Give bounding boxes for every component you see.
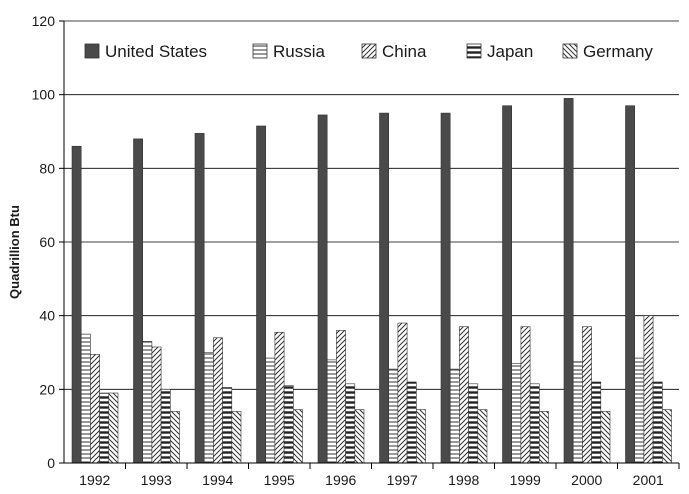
bar-china-1997: [397, 322, 408, 464]
y-tick-label: 80: [39, 160, 55, 176]
x-tick-label: 1998: [448, 472, 479, 488]
bar-japan-2000: [591, 381, 602, 464]
bar-russia-1995: [265, 357, 276, 464]
bar-united-states-1994: [194, 133, 205, 464]
x-tick-label: 2000: [571, 472, 602, 488]
y-tick-labels: 0 20 40 60 80 100 120: [32, 13, 56, 471]
bar-united-states-1997: [379, 112, 389, 464]
x-tick-labels: 1992 1993 1994 1995 1996 1997 1998 1999 2000 2001: [79, 472, 664, 488]
bars: [71, 98, 672, 464]
y-axis-label: Quadrillion Btu: [7, 205, 22, 299]
bar-germany-1999: [538, 411, 549, 464]
bar-japan-1999: [529, 383, 540, 464]
x-tick-label: 1996: [325, 472, 356, 488]
x-tick-label: 2001: [633, 472, 664, 488]
x-tick-label: 1992: [79, 472, 110, 488]
bar-russia-2001: [634, 357, 645, 464]
bar-japan-1995: [283, 385, 294, 464]
legend-swatch-united-states: [84, 43, 100, 59]
bar-germany-1993: [170, 411, 180, 464]
bar-russia-1998: [449, 368, 460, 464]
bar-china-1996: [336, 330, 346, 464]
bar-russia-1992: [80, 333, 91, 464]
bar-united-states-1993: [133, 138, 143, 464]
x-tick-label: 1995: [264, 472, 295, 488]
bar-china-1998: [459, 326, 469, 464]
bar-united-states-1999: [502, 105, 512, 464]
bar-russia-1996: [326, 359, 337, 464]
bar-germany-2000: [600, 411, 611, 464]
bar-china-2000: [582, 326, 592, 464]
bar-china-1993: [151, 346, 162, 464]
x-tick-label: 1997: [387, 472, 418, 488]
y-tick-label: 60: [39, 234, 55, 250]
bar-russia-1999: [511, 363, 522, 464]
bar-germany-1992: [108, 392, 119, 464]
bar-japan-1997: [406, 381, 417, 464]
legend-swatch-japan: [466, 43, 482, 59]
bar-germany-1994: [231, 411, 242, 464]
y-tick-label: 100: [32, 87, 56, 103]
bar-russia-1997: [388, 368, 399, 464]
bar-united-states-1992: [71, 145, 82, 464]
bar-japan-1993: [160, 389, 171, 464]
legend-swatch-russia: [252, 43, 268, 59]
y-tick-label: 40: [39, 308, 55, 324]
bar-japan-1998: [468, 383, 479, 464]
bar-china-1992: [90, 354, 100, 464]
x-tick-label: 1999: [510, 472, 541, 488]
bar-united-states-1998: [440, 112, 451, 464]
bar-japan-1994: [222, 387, 233, 464]
bar-japan-1996: [345, 383, 356, 464]
bar-china-1995: [274, 331, 285, 464]
legend-label-united-states: United States: [105, 42, 207, 61]
bar-russia-1994: [203, 352, 214, 464]
bar-china-1999: [520, 326, 531, 464]
bar-germany-2001: [661, 409, 672, 464]
legend-swatch-germany: [562, 43, 578, 59]
y-tick-label: 120: [32, 13, 56, 29]
y-tick-label: 0: [47, 455, 55, 471]
legend-label-japan: Japan: [487, 42, 533, 61]
legend-label-germany: Germany: [583, 42, 653, 61]
legend-label-russia: Russia: [273, 42, 326, 61]
bar-germany-1995: [292, 409, 303, 464]
bar-united-states-2001: [625, 105, 635, 464]
legend-swatch-china: [361, 43, 377, 59]
bar-russia-1993: [142, 341, 153, 464]
legend: United States Russia China Japan Germany: [84, 42, 653, 61]
bar-united-states-2000: [563, 98, 574, 464]
bar-japan-2001: [652, 381, 663, 464]
bar-china-2001: [643, 315, 654, 464]
bar-germany-1998: [477, 409, 488, 464]
bar-united-states-1996: [317, 114, 328, 464]
bar-china-1994: [213, 337, 223, 464]
legend-label-china: China: [382, 42, 427, 61]
x-tick-label: 1994: [202, 472, 233, 488]
x-tick-label: 1993: [141, 472, 172, 488]
bar-united-states-1995: [256, 125, 266, 464]
y-tick-label: 20: [39, 381, 55, 397]
bar-japan-1992: [99, 392, 110, 464]
bar-russia-2000: [572, 361, 583, 464]
bar-germany-1996: [354, 409, 365, 464]
bar-germany-1997: [415, 409, 426, 464]
axes: [59, 20, 680, 469]
